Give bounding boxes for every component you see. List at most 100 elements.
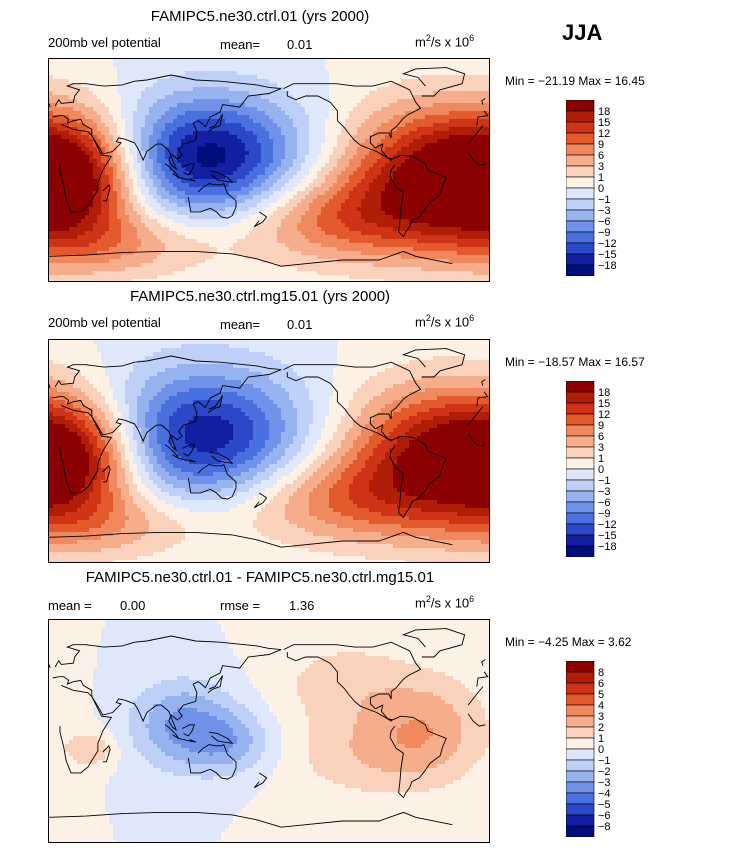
panel-1-mean-value: 0.01 — [287, 37, 313, 52]
colorbar-label: 9 — [598, 420, 604, 432]
panel-3-rmse-value: 1.36 — [289, 598, 315, 613]
panel-3-title: FAMIPC5.ne30.ctrl.01 - FAMIPC5.ne30.ctrl… — [85, 569, 435, 586]
colorbar-swatch — [566, 726, 595, 739]
colorbar-swatch — [566, 264, 595, 276]
panel-2-mean-label: mean= — [220, 317, 261, 332]
colorbar-swatch — [566, 165, 595, 178]
coastline-new-guinea — [209, 451, 234, 464]
colorbar-label: −15 — [598, 530, 617, 542]
colorbar-swatch — [566, 770, 595, 783]
coastline-borneo — [181, 724, 196, 737]
colorbar-swatch — [566, 468, 595, 481]
colorbar-swatch — [566, 121, 595, 134]
colorbar-label: −15 — [598, 249, 617, 261]
colorbar-label: −6 — [598, 216, 611, 228]
colorbar-label: −4 — [598, 788, 611, 800]
coastline-borneo — [181, 444, 196, 457]
colorbar-swatch — [566, 534, 595, 547]
colorbar-label: −3 — [598, 486, 611, 498]
coastline-indonesia-1 — [164, 444, 179, 459]
coastline-madagascar — [102, 183, 111, 202]
season-label: JJA — [562, 20, 603, 45]
coastline-africa — [467, 713, 486, 727]
panel-2-colorbar: 18 15 12 9 6 3 1 0 −1 −3 −6 −9 −12 −15 −18 — [566, 381, 636, 557]
colorbar-swatch — [566, 381, 595, 393]
coastline-japan — [207, 675, 224, 694]
colorbar-swatch — [566, 220, 595, 233]
coastline-south-america — [389, 715, 447, 799]
colorbar-swatch — [566, 545, 595, 557]
panel-2-variable-label: 200mb vel potential — [48, 315, 161, 330]
colorbar-label: 0 — [598, 464, 604, 476]
coastline-europe-asia — [476, 110, 489, 126]
colorbar-label: −18 — [598, 260, 617, 272]
coastline-uk — [49, 384, 51, 389]
panel-3-mean-label: mean = — [48, 598, 92, 613]
coastline-indonesia-2 — [178, 457, 196, 463]
coastline-new-zealand — [253, 492, 268, 509]
coastline-greenland — [401, 67, 466, 97]
coastline-africa — [59, 684, 113, 774]
colorbar-swatch — [566, 413, 595, 426]
coastline-japan — [207, 395, 224, 414]
colorbar-label: 9 — [598, 139, 604, 151]
panel-3-rmse-label: rmse = — [220, 598, 261, 613]
colorbar-swatch — [566, 781, 595, 794]
colorbar-label: −3 — [598, 777, 611, 789]
colorbar-label: −12 — [598, 519, 617, 531]
panel-3-minmax: Min = −4.25 Max = 3.62 — [505, 635, 632, 649]
colorbar-label: 2 — [598, 722, 604, 734]
colorbar-swatch — [566, 253, 595, 266]
colorbar-label: 0 — [598, 183, 604, 195]
panel-3-map — [48, 619, 490, 843]
panel-1-map — [48, 58, 490, 282]
colorbar-swatch — [566, 479, 595, 492]
coastline-australia — [187, 463, 237, 500]
colorbar-label: −2 — [598, 766, 611, 778]
colorbar-label: −6 — [598, 810, 611, 822]
panel-2-minmax: Min = −18.57 Max = 16.57 — [505, 355, 645, 369]
colorbar-label: 1 — [598, 453, 604, 465]
coastline-antarctica-coast — [49, 811, 453, 828]
coastline-greenland — [401, 348, 466, 378]
colorbar-swatch — [566, 209, 595, 222]
panel-1-colorbar: 18 15 12 9 6 3 1 0 −1 −3 −6 −9 −12 −15 −18 — [566, 100, 636, 276]
colorbar-label: −1 — [598, 194, 611, 206]
colorbar-label: 8 — [598, 667, 604, 679]
colorbar-swatch — [566, 198, 595, 211]
panel-2-title: FAMIPC5.ne30.ctrl.mg15.01 (yrs 2000) — [129, 288, 391, 305]
coastline-antarctica-coast — [49, 531, 453, 548]
coastline-europe-asia — [476, 671, 489, 687]
colorbar-swatch — [566, 132, 595, 145]
coastline-antarctica-coast — [49, 250, 453, 267]
panel-3-colorbar: 8 6 5 4 3 2 1 0 −1 −2 −3 −4 −5 −6 −8 — [566, 661, 636, 837]
coastline-indonesia-1 — [164, 163, 179, 178]
colorbar-label: 12 — [598, 409, 610, 421]
colorbar-label: −1 — [598, 475, 611, 487]
coastline-new-zealand — [253, 772, 268, 789]
colorbar-swatch — [566, 154, 595, 167]
colorbar-swatch — [566, 446, 595, 459]
colorbar-swatch — [566, 457, 595, 470]
colorbar-label: −9 — [598, 508, 611, 520]
colorbar-swatch — [566, 424, 595, 437]
panel-1-variable-label: 200mb vel potential — [48, 35, 161, 50]
colorbar-swatch — [566, 176, 595, 189]
colorbar-label: −12 — [598, 238, 617, 250]
colorbar-swatch — [566, 523, 595, 536]
colorbar-label: 1 — [598, 733, 604, 745]
colorbar-swatch — [566, 682, 595, 695]
coastline-south-america — [389, 435, 447, 519]
colorbar-label: 18 — [598, 106, 610, 118]
colorbar-swatch — [566, 143, 595, 156]
colorbar-swatch — [566, 501, 595, 514]
panel-2-units: m2/s x 106 — [415, 313, 475, 330]
panel-1-minmax: Min = −21.19 Max = 16.45 — [505, 74, 645, 88]
colorbar-swatch — [566, 242, 595, 255]
colorbar-label: 12 — [598, 128, 610, 140]
coastline-europe-asia — [52, 355, 282, 451]
coastline-borneo — [181, 163, 196, 176]
coastline-europe-asia — [52, 635, 282, 731]
coastline-australia — [187, 743, 237, 780]
coastline-indonesia-2 — [178, 176, 196, 182]
